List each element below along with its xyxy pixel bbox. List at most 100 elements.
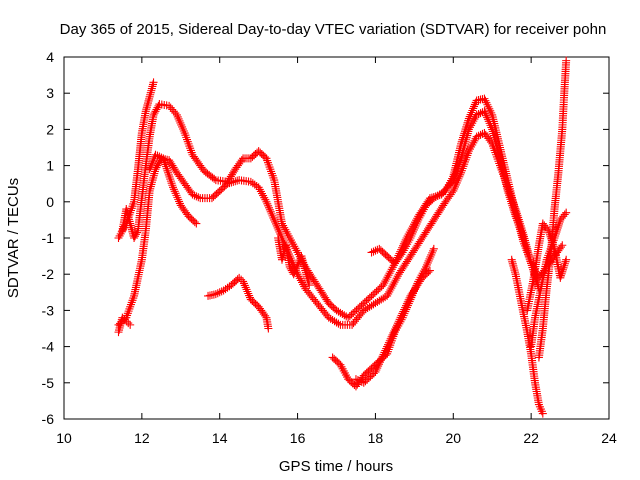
data-point-marker	[452, 178, 461, 187]
data-point-marker	[485, 104, 494, 113]
data-point-marker	[373, 364, 382, 373]
data-point-marker	[407, 231, 416, 240]
data-point-marker	[518, 235, 527, 244]
data-point-marker	[464, 114, 473, 123]
data-point-marker	[126, 219, 135, 228]
data-point-marker	[265, 205, 274, 214]
data-point-marker	[176, 118, 185, 127]
data-point-marker	[149, 173, 158, 182]
data-point-marker	[409, 225, 418, 234]
data-point-marker	[149, 171, 158, 180]
data-point-marker	[115, 231, 124, 240]
data-point-marker	[276, 229, 285, 238]
data-point-marker	[447, 176, 456, 185]
data-point-marker	[399, 307, 408, 316]
data-point-marker	[243, 287, 252, 296]
y-tick-label: 3	[46, 85, 54, 101]
series-arc-2	[118, 100, 528, 322]
data-point-marker	[147, 180, 156, 189]
data-point-marker	[173, 193, 182, 202]
data-point-marker	[357, 377, 366, 386]
series-arc-12	[527, 208, 571, 351]
data-point-marker	[445, 178, 454, 187]
data-point-marker	[562, 208, 571, 217]
data-point-marker	[114, 328, 123, 337]
data-point-marker	[462, 122, 471, 131]
data-point-marker	[266, 207, 275, 216]
data-point-marker	[225, 179, 234, 188]
data-point-marker	[484, 102, 493, 111]
data-point-marker	[508, 257, 517, 266]
data-point-marker	[172, 110, 181, 119]
data-point-marker	[143, 101, 152, 110]
data-point-marker	[146, 182, 155, 191]
data-point-marker	[392, 323, 401, 332]
data-point-marker	[339, 366, 348, 375]
data-point-marker	[162, 164, 171, 173]
data-point-marker	[278, 255, 286, 264]
data-point-marker	[338, 364, 347, 373]
data-point-marker	[305, 281, 314, 290]
data-point-marker	[468, 140, 477, 149]
data-point-marker	[173, 112, 182, 121]
data-point-marker	[400, 244, 409, 253]
data-point-marker	[429, 244, 438, 253]
data-point-marker	[242, 285, 251, 294]
data-point-marker	[213, 289, 222, 298]
data-point-marker	[127, 225, 136, 234]
data-point-marker	[122, 317, 131, 326]
data-point-marker	[270, 215, 279, 224]
data-point-marker	[381, 346, 390, 355]
data-point-marker	[400, 305, 409, 314]
data-point-marker	[293, 262, 302, 271]
data-point-marker	[376, 356, 385, 365]
data-point-marker	[562, 255, 571, 264]
data-point-marker	[517, 229, 526, 238]
data-point-marker	[556, 243, 565, 252]
data-point-marker	[382, 344, 391, 353]
data-point-marker	[122, 205, 131, 214]
data-point-marker	[388, 330, 397, 339]
data-point-marker	[293, 248, 302, 257]
data-point-marker	[116, 321, 125, 330]
data-point-marker	[403, 240, 412, 249]
series-arc-8	[367, 94, 567, 282]
data-point-marker	[403, 297, 412, 306]
series-arc-4	[145, 150, 201, 228]
data-point-marker	[559, 263, 568, 272]
data-point-marker	[399, 246, 408, 255]
data-point-marker	[401, 303, 410, 312]
data-point-marker	[560, 259, 569, 268]
data-point-marker	[210, 174, 219, 183]
data-point-marker	[241, 283, 250, 292]
data-point-marker	[285, 234, 294, 242]
data-point-marker	[290, 242, 299, 251]
data-point-marker	[147, 178, 156, 187]
data-point-marker	[512, 212, 521, 221]
data-point-marker	[154, 101, 163, 110]
data-point-marker	[273, 223, 282, 232]
data-point-marker	[462, 120, 471, 129]
data-point-marker	[159, 154, 168, 163]
data-point-marker	[550, 234, 559, 242]
data-point-marker	[470, 102, 479, 111]
data-point-marker	[486, 106, 495, 115]
data-point-marker	[383, 342, 392, 351]
data-point-marker	[467, 142, 476, 151]
data-point-marker	[374, 362, 383, 371]
data-point-marker	[461, 125, 470, 134]
y-axis: -6 -5 -4 -3 -2 -1 0 1 2 3 4	[42, 49, 609, 427]
data-point-marker	[261, 311, 270, 320]
data-point-marker	[259, 191, 268, 200]
data-point-marker	[303, 272, 312, 281]
data-point-marker	[391, 325, 400, 334]
data-point-marker	[465, 145, 474, 154]
data-point-marker	[141, 107, 150, 116]
data-point-marker	[424, 268, 433, 277]
data-point-marker	[289, 270, 298, 279]
data-point-marker	[269, 213, 278, 222]
data-point-marker	[299, 258, 308, 267]
y-axis-label: SDTVAR / TECUs	[5, 178, 22, 298]
data-point-marker	[378, 352, 387, 361]
data-point-marker	[449, 186, 458, 195]
